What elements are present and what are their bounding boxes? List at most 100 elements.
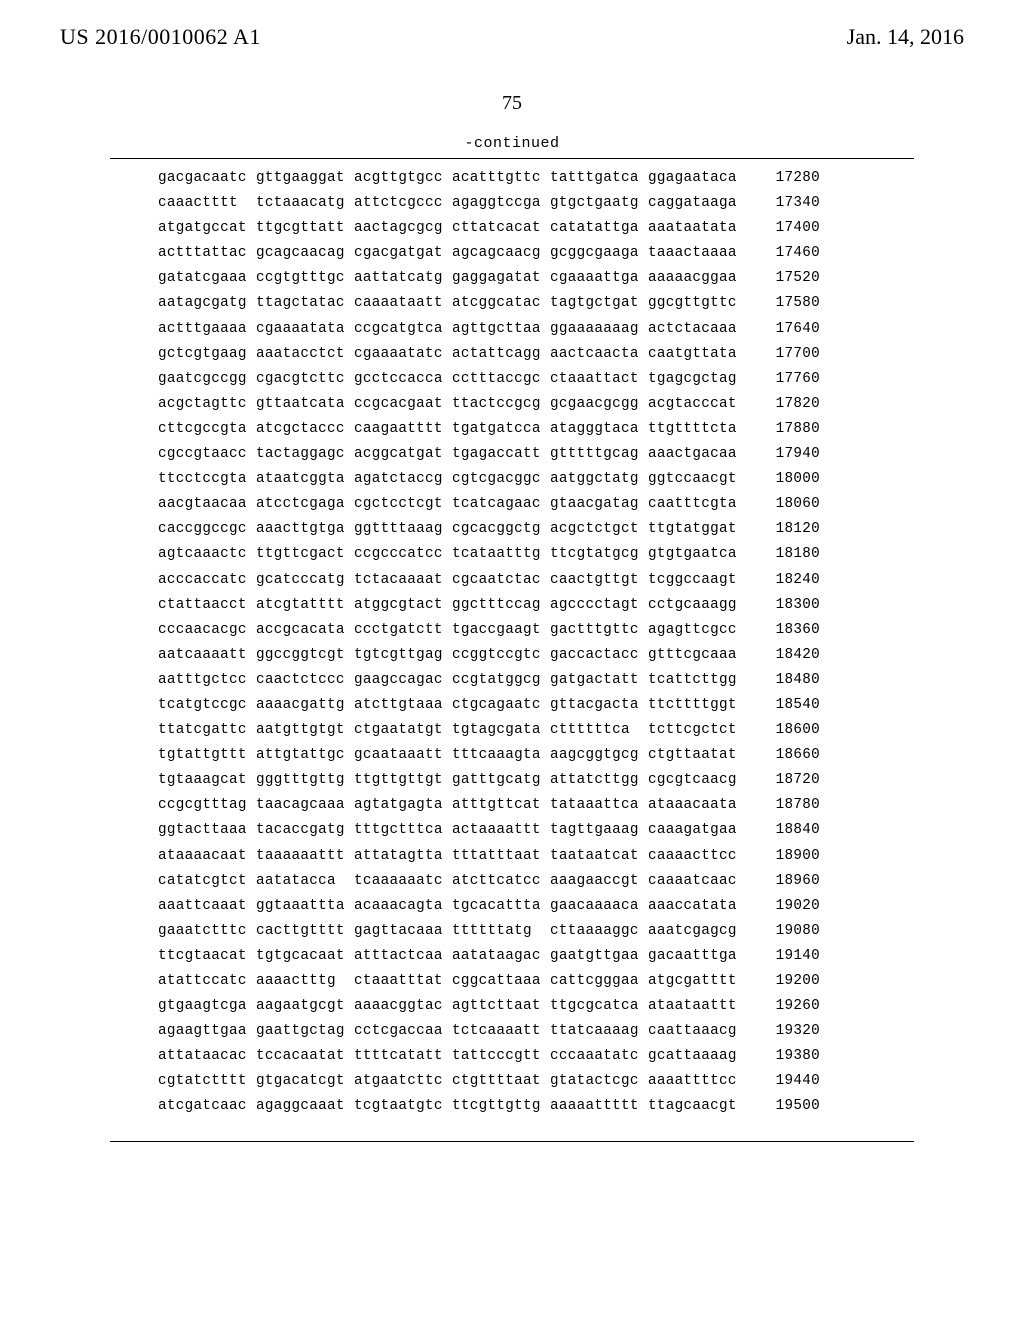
- sequence-row: atattccatcaaaactttgctaaatttatcggcattaaac…: [158, 974, 1024, 999]
- page-number: 75: [0, 92, 1024, 115]
- sequence-block: aaaacgattg: [256, 698, 354, 712]
- sequence-block: gactttgttc: [550, 623, 648, 637]
- sequence-block: gaattgctag: [256, 1024, 354, 1038]
- sequence-block: aatttgctcc: [158, 673, 256, 687]
- sequence-block: gcgaacgcgg: [550, 397, 648, 411]
- sequence-row: tgtaaagcatgggtttgttgttgttgttgtgatttgcatg…: [158, 773, 1024, 798]
- sequence-block: tttcaaagta: [452, 748, 550, 762]
- sequence-position: 18540: [760, 698, 820, 712]
- sequence-block: aatcaaaatt: [158, 648, 256, 662]
- sequence-block: agcagcaacg: [452, 246, 550, 260]
- sequence-position: 18120: [760, 522, 820, 536]
- sequence-position: 17820: [760, 397, 820, 411]
- sequence-block: cgtatctttt: [158, 1074, 256, 1088]
- sequence-row: tgtattgtttattgtattgcgcaataaatttttcaaagta…: [158, 748, 1024, 773]
- sequence-position: 18240: [760, 573, 820, 587]
- sequence-row: aatttgctcccaactctcccgaagccagacccgtatggcg…: [158, 673, 1024, 698]
- sequence-listing: gacgacaatcgttgaaggatacgttgtgccacatttgttc…: [0, 159, 1024, 1135]
- sequence-block: accgcacata: [256, 623, 354, 637]
- sequence-position: 17520: [760, 271, 820, 285]
- sequence-row: gaatcgccggcgacgtcttcgcctccaccacctttaccgc…: [158, 372, 1024, 397]
- sequence-block: tatttgatca: [550, 171, 648, 185]
- sequence-block: ccgcccatcc: [354, 547, 452, 561]
- sequence-block: tctcaaaatt: [452, 1024, 550, 1038]
- sequence-block: ataaacaata: [648, 798, 746, 812]
- sequence-block: gaatcgccgg: [158, 372, 256, 386]
- sequence-row: agaagttgaagaattgctagcctcgaccaatctcaaaatt…: [158, 1024, 1024, 1049]
- sequence-block: acgttgtgcc: [354, 171, 452, 185]
- sequence-block: gtttttgcag: [550, 447, 648, 461]
- sequence-block: ttcgttgttg: [452, 1099, 550, 1113]
- sequence-position: 18180: [760, 547, 820, 561]
- sequence-block: caaaatcaac: [648, 874, 746, 888]
- sequence-block: atggcgtact: [354, 598, 452, 612]
- sequence-block: cttttttca: [550, 723, 648, 737]
- sequence-block: attctcgccc: [354, 196, 452, 210]
- sequence-block: ttgtatggat: [648, 522, 746, 536]
- sequence-block: tgagaccatt: [452, 447, 550, 461]
- sequence-block: aaagaaccgt: [550, 874, 648, 888]
- sequence-position: 19140: [760, 949, 820, 963]
- sequence-block: gacgacaatc: [158, 171, 256, 185]
- sequence-row: ataaaacaattaaaaaatttattatagttatttatttaat…: [158, 849, 1024, 874]
- sequence-block: gtgtgaatca: [648, 547, 746, 561]
- sequence-block: catatattga: [550, 221, 648, 235]
- sequence-block: tcaaaaaatc: [354, 874, 452, 888]
- sequence-block: gacaatttga: [648, 949, 746, 963]
- sequence-block: acggcatgat: [354, 447, 452, 461]
- sequence-block: atcgtatttt: [256, 598, 354, 612]
- sequence-row: gacgacaatcgttgaaggatacgttgtgccacatttgttc…: [158, 171, 1024, 196]
- sequence-block: taacagcaaa: [256, 798, 354, 812]
- sequence-block: ttactccgcg: [452, 397, 550, 411]
- sequence-block: atcgctaccc: [256, 422, 354, 436]
- sequence-position: 17460: [760, 246, 820, 260]
- sequence-block: tcataatttg: [452, 547, 550, 561]
- sequence-block: gcagcaacag: [256, 246, 354, 260]
- sequence-block: gcggcgaaga: [550, 246, 648, 260]
- sequence-block: tattcccgtt: [452, 1049, 550, 1063]
- sequence-block: tacaccgatg: [256, 823, 354, 837]
- sequence-block: agaggtccga: [452, 196, 550, 210]
- sequence-block: caagaatttt: [354, 422, 452, 436]
- sequence-block: aactcaacta: [550, 347, 648, 361]
- sequence-row: gctcgtgaagaaatacctctcgaaaatatcactattcagg…: [158, 347, 1024, 372]
- sequence-block: ctgcagaatc: [452, 698, 550, 712]
- sequence-block: ccgcacgaat: [354, 397, 452, 411]
- sequence-block: aagcggtgcg: [550, 748, 648, 762]
- sequence-position: 19020: [760, 899, 820, 913]
- sequence-block: caatttcgta: [648, 497, 746, 511]
- sequence-block: ttcgtatgcg: [550, 547, 648, 561]
- sequence-row: acgctagttcgttaatcataccgcacgaatttactccgcg…: [158, 397, 1024, 422]
- sequence-position: 19080: [760, 924, 820, 938]
- sequence-block: ggtacttaaa: [158, 823, 256, 837]
- sequence-position: 19440: [760, 1074, 820, 1088]
- sequence-block: aaaattttcc: [648, 1074, 746, 1088]
- sequence-row: actttgaaaacgaaaatataccgcatgtcaagttgcttaa…: [158, 322, 1024, 347]
- sequence-block: atgcgatttt: [648, 974, 746, 988]
- sequence-block: ttagcaacgt: [648, 1099, 746, 1113]
- sequence-block: aaacttgtga: [256, 522, 354, 536]
- publication-date: Jan. 14, 2016: [847, 24, 964, 50]
- sequence-position: 19380: [760, 1049, 820, 1063]
- sequence-block: aattatcatg: [354, 271, 452, 285]
- sequence-block: atttactcaa: [354, 949, 452, 963]
- sequence-row: attataacactccacaatatttttcatatttattcccgtt…: [158, 1049, 1024, 1074]
- sequence-block: caattaaacg: [648, 1024, 746, 1038]
- sequence-block: ggttttaaag: [354, 522, 452, 536]
- sequence-block: caaaacttcc: [648, 849, 746, 863]
- sequence-block: gagttacaaa: [354, 924, 452, 938]
- sequence-block: aaaccatata: [648, 899, 746, 913]
- sequence-row: acccaccatcgcatcccatgtctacaaaatcgcaatctac…: [158, 573, 1024, 598]
- sequence-row: aacgtaacaaatcctcgagacgctcctcgttcatcagaac…: [158, 497, 1024, 522]
- sequence-position: 18300: [760, 598, 820, 612]
- continued-label: -continued: [0, 135, 1024, 152]
- sequence-block: gaagccagac: [354, 673, 452, 687]
- sequence-block: gttgaaggat: [256, 171, 354, 185]
- sequence-block: cgaaaattga: [550, 271, 648, 285]
- sequence-position: 18420: [760, 648, 820, 662]
- sequence-block: gcctccacca: [354, 372, 452, 386]
- sequence-block: cggcattaaa: [452, 974, 550, 988]
- sequence-block: gcatcccatg: [256, 573, 354, 587]
- sequence-block: actttgaaaa: [158, 322, 256, 336]
- sequence-block: ccggtccgtc: [452, 648, 550, 662]
